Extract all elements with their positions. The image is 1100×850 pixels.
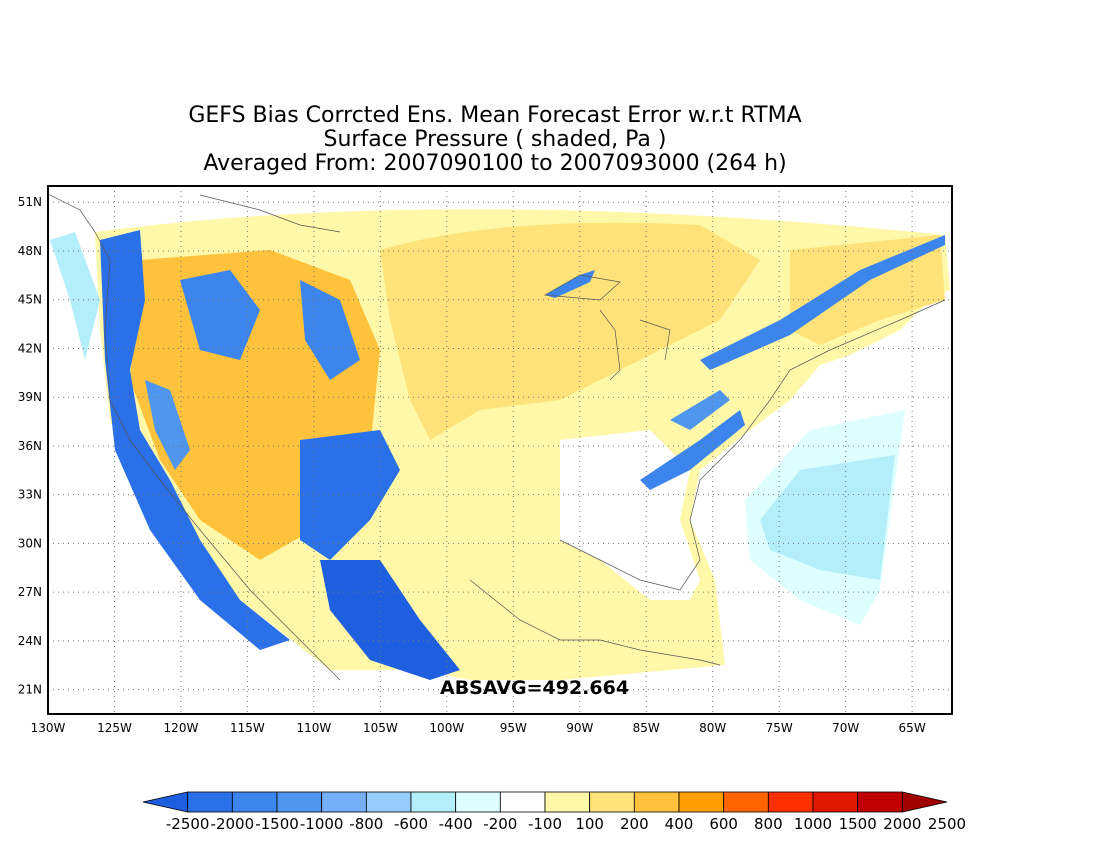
- lat-tick-label: 45N: [18, 293, 42, 307]
- lat-tick-label: 36N: [18, 439, 42, 453]
- map-gridlines: [48, 186, 952, 714]
- lon-tick-label: 130W: [31, 721, 66, 735]
- absavg-annotation: ABSAVG=492.664: [440, 677, 629, 699]
- domain-shading-atlantic-inner: [760, 455, 895, 580]
- colorbar-bin: [633, 791, 680, 813]
- lon-tick-label: 105W: [363, 721, 398, 735]
- colorbar-bin: [231, 791, 278, 813]
- gulf-coastline: [469, 579, 721, 666]
- lake-huron-outline: [639, 319, 671, 361]
- colorbar-bin: [812, 791, 859, 813]
- lat-tick-label: 51N: [18, 195, 42, 209]
- domain-shading-west-blue-mexico: [320, 560, 460, 680]
- lat-tick-label: 30N: [18, 536, 42, 550]
- colorbar-bin: [544, 791, 591, 813]
- lat-tick-label: 42N: [18, 341, 42, 355]
- colorbar-bin: [276, 791, 323, 813]
- title-line-3: Averaged From: 2007090100 to 2007093000 …: [203, 151, 787, 176]
- colorbar-label: 2500: [928, 815, 966, 833]
- domain-shading-stlawrence: [700, 235, 945, 370]
- colorbar-label: -800: [349, 815, 383, 833]
- colorbar-bin: [321, 791, 367, 813]
- colorbar-label: -200: [483, 815, 517, 833]
- latitude-tick-labels: 51N 48N 45N 42N 39N 36N 33N 30N 27N 24N 21N: [18, 195, 42, 696]
- lon-tick-label: 75W: [766, 721, 793, 735]
- west-coastline: [94, 231, 341, 681]
- colorbar-bin: [767, 791, 814, 813]
- lon-tick-label: 120W: [164, 721, 199, 735]
- longitude-tick-labels: 130W 125W 120W 115W 110W 105W 100W 95W 90W 85W 80W…: [31, 721, 926, 735]
- colorbar-label: -1000: [300, 815, 344, 833]
- canada-border: [199, 194, 341, 233]
- domain-shading-west-blue-interior: [180, 270, 260, 360]
- colorbar-label: 2000: [883, 815, 921, 833]
- colorbar: [142, 791, 948, 813]
- colorbar-label: 1500: [839, 815, 877, 833]
- colorbar-bin: [187, 791, 233, 813]
- colorbar-bin: [365, 791, 412, 813]
- colorbar-bin: [901, 791, 948, 813]
- domain-shading-appalachian-1: [640, 410, 745, 490]
- lat-tick-label: 48N: [18, 244, 42, 258]
- colorbar-bin: [499, 791, 546, 813]
- lon-tick-label: 70W: [832, 721, 859, 735]
- lon-tick-label: 95W: [500, 721, 527, 735]
- lat-tick-label: 27N: [18, 585, 42, 599]
- domain-shading-appalachian-2: [670, 390, 730, 430]
- lon-tick-label: 85W: [633, 721, 660, 735]
- lat-tick-label: 21N: [18, 683, 42, 697]
- lon-tick-label: 110W: [296, 721, 331, 735]
- domain-shading-west-blue-plateau: [300, 430, 400, 560]
- colorbar-labels: -2500 -2000 -1500 -1000 -800 -600 -400 -200 -100…: [166, 815, 966, 833]
- colorbar-label: 400: [665, 815, 694, 833]
- colorbar-label: -100: [528, 815, 562, 833]
- colorbar-bin: [723, 791, 769, 813]
- domain-shading-superior: [545, 270, 595, 298]
- colorbar-bin: [142, 791, 189, 813]
- lat-tick-label: 39N: [18, 390, 42, 404]
- domain-shading-200: [380, 222, 760, 440]
- map-frame: [47, 185, 953, 715]
- lat-tick-label: 33N: [18, 488, 42, 502]
- colorbar-label: -400: [439, 815, 473, 833]
- colorbar-label: -2000: [211, 815, 255, 833]
- colorbar-label: 100: [575, 815, 604, 833]
- lat-tick-label: 24N: [18, 634, 42, 648]
- colorbar-label: 1000: [794, 815, 832, 833]
- map-plot-area: [48, 186, 952, 714]
- colorbar-bin: [455, 791, 501, 813]
- colorbar-label: 600: [709, 815, 738, 833]
- domain-shading-west-blue-valley: [145, 380, 190, 470]
- lon-tick-label: 125W: [97, 721, 132, 735]
- east-coastline: [559, 299, 946, 591]
- lon-tick-label: 80W: [699, 721, 726, 735]
- colorbar-label: -1500: [255, 815, 299, 833]
- colorbar-bin: [410, 791, 457, 813]
- lake-michigan-outline: [599, 309, 621, 381]
- domain-shading-west-blue-rockies: [300, 280, 360, 380]
- domain-shading-west-blue-coast: [100, 230, 290, 650]
- colorbar-bin: [857, 791, 903, 813]
- colorbar-label: 200: [620, 815, 649, 833]
- colorbar-bin: [589, 791, 635, 813]
- canada-border-west: [48, 193, 96, 233]
- colorbar-label: -2500: [166, 815, 210, 833]
- domain-shading-pacific: [50, 232, 100, 360]
- lake-superior-outline: [543, 274, 621, 301]
- title-line-2: Surface Pressure ( shaded, Pa ): [323, 127, 667, 152]
- lon-tick-label: 90W: [566, 721, 593, 735]
- colorbar-label: 800: [754, 815, 783, 833]
- colorbar-label: -600: [394, 815, 428, 833]
- title-line-1: GEFS Bias Corrcted Ens. Mean Forecast Er…: [188, 103, 802, 128]
- lon-tick-label: 115W: [230, 721, 265, 735]
- lon-tick-label: 65W: [899, 721, 926, 735]
- coastlines: [48, 193, 946, 681]
- lon-tick-label: 100W: [429, 721, 464, 735]
- colorbar-bin: [678, 791, 725, 813]
